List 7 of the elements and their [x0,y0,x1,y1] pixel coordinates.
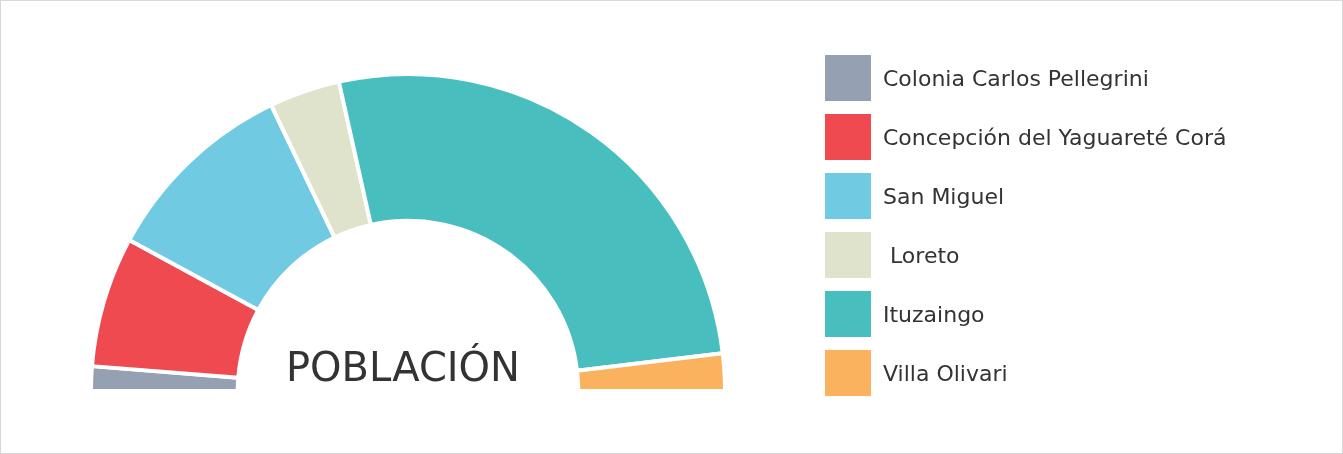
legend-label: San Miguel [883,183,1005,209]
legend-label: Colonia Carlos Pellegrini [883,65,1149,91]
legend-label: Concepción del Yaguareté Corá [883,124,1227,150]
legend-label: Ituzaingo [883,301,985,327]
text: POBLACIÓN [285,343,521,390]
legend-label: Loreto [889,242,960,268]
legend-label: Villa Olivari [883,360,1008,386]
